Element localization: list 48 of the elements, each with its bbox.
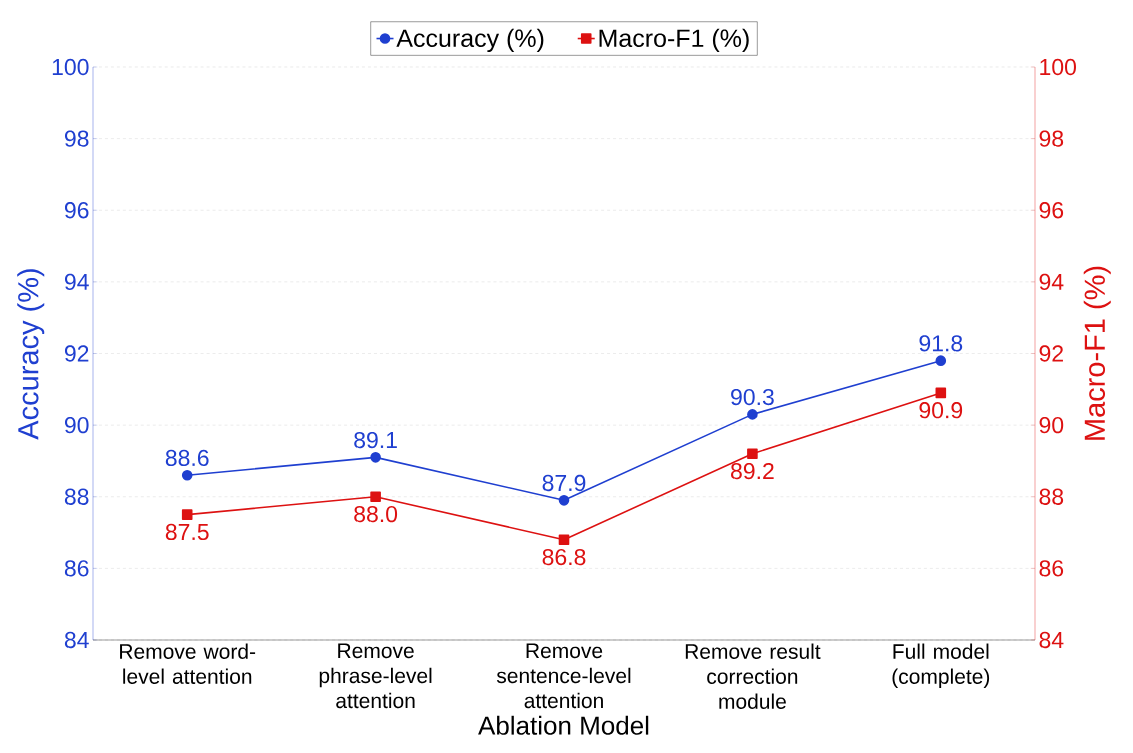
- legend-label: Macro-F1 (%): [599, 28, 749, 53]
- y-tick-label: 94: [64, 273, 89, 291]
- y2-tick-label: 98: [1039, 130, 1064, 147]
- x-axis-title: Ablation Model: [478, 715, 649, 735]
- x-tick-label: Remove result correction module: [685, 643, 821, 709]
- point: [370, 491, 381, 503]
- data-label: 87.5: [165, 523, 209, 541]
- x-tick-label: Remove phrase-level attention: [319, 643, 432, 709]
- point: [747, 448, 758, 460]
- data-label: 88.6: [165, 449, 209, 467]
- x-tick-label: Remove word-level attention: [120, 643, 256, 684]
- point: [558, 534, 570, 546]
- point: [935, 387, 947, 399]
- point: [935, 355, 947, 366]
- y-tick-label: 86: [64, 560, 89, 577]
- y-tick-label: 84: [64, 631, 89, 649]
- y2-tick-label: 100: [1040, 58, 1076, 76]
- y-tick-label: 88: [64, 488, 89, 505]
- data-label: 90.9: [919, 402, 963, 419]
- data-label: 88.0: [354, 505, 398, 523]
- point: [370, 452, 381, 463]
- data-label: 91.8: [919, 335, 963, 352]
- y-tick-label: 92: [64, 345, 89, 362]
- point: [747, 409, 758, 420]
- x-tick-label: Remove sentence-level attention: [496, 643, 631, 709]
- y-tick-label: 100: [52, 58, 89, 76]
- data-label: 90.3: [731, 388, 774, 406]
- y-axis-title: Accuracy (%): [17, 269, 45, 440]
- y2-tick-label: 94: [1039, 273, 1064, 291]
- x-tick-label: Full model (complete): [892, 643, 990, 689]
- data-label: 89.2: [731, 462, 774, 480]
- y-tick-label: 96: [64, 202, 89, 219]
- y2-tick-label: 96: [1039, 202, 1064, 219]
- point: [181, 469, 193, 481]
- point: [558, 495, 570, 506]
- y2-tick-label: 90: [1039, 416, 1064, 434]
- y-tick-label: 98: [64, 130, 89, 147]
- legend-label: Accuracy (%): [396, 28, 544, 53]
- point: [181, 509, 193, 520]
- data-label: 87.9: [542, 474, 586, 492]
- data-label: 89.1: [354, 431, 397, 449]
- y2-tick-label: 86: [1039, 560, 1064, 577]
- y2-tick-label: 92: [1039, 345, 1063, 362]
- y2-tick-label: 88: [1039, 488, 1064, 505]
- data-label: 86.8: [542, 548, 586, 566]
- y2-axis-title: Macro-F1 (%): [1083, 266, 1111, 440]
- y2-tick-label: 84: [1039, 631, 1064, 649]
- y-tick-label: 90: [64, 416, 89, 434]
